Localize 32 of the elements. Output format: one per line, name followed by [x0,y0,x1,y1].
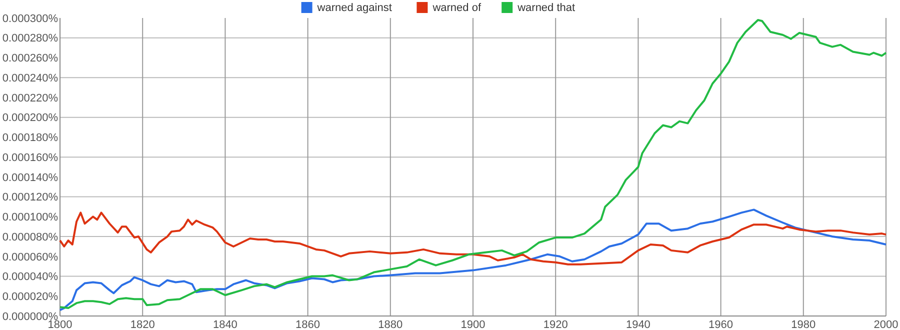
x-tick-label: 1860 [296,319,320,330]
line-series [59,18,887,310]
y-tick-label: 0.000020% [2,290,58,303]
y-tick-label: 0.000080% [2,231,58,244]
y-tick-label: 0.000220% [2,92,58,104]
x-tick-label: 1800 [48,319,72,330]
y-tick-label: 0.000160% [2,152,58,164]
x-tick-label: 1980 [791,319,816,330]
y-tick-label: 0.000240% [2,72,58,84]
y-tick-label: 0.000260% [2,52,58,65]
legend-label: warned of [432,2,482,14]
x-tick-label: 1920 [543,319,568,330]
y-tick-label: 0.000060% [2,251,58,264]
line-series [59,212,887,266]
x-tick-label: 1960 [708,319,734,330]
legend-label: warned that [516,2,576,14]
x-tick-label: 2000 [874,319,898,330]
y-tick-label: 0.000180% [2,132,58,144]
y-tick-label: 0.000200% [2,112,58,124]
y-tick-label: 0.000040% [2,271,58,284]
x-tick-label: 1900 [460,319,486,330]
y-tick-label: 0.000280% [2,32,58,45]
y-tick-label: 0.000300% [2,12,58,25]
x-tick-label: 1820 [130,319,155,330]
x-tick-label: 1840 [212,319,238,330]
x-tick-label: 1940 [626,319,650,330]
y-tick-label: 0.000140% [2,172,58,184]
y-tick-label: 0.000120% [2,192,58,204]
line-series [59,208,887,312]
y-tick-label: 0.000100% [2,212,58,224]
legend-label: warned against [316,2,392,14]
x-tick-label: 1880 [378,319,403,330]
